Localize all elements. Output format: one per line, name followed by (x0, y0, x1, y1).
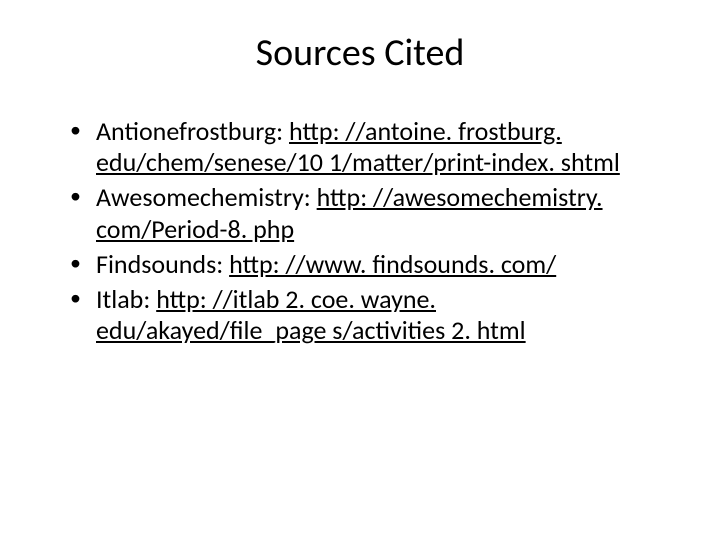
slide: Sources Cited Antionefrostburg: http: //… (0, 0, 720, 540)
source-link[interactable]: http: //www. findsounds. com/ (229, 248, 556, 280)
slide-title: Sources Cited (50, 30, 670, 76)
list-item: Itlab: http: //itlab 2. coe. wayne. edu/… (70, 284, 670, 346)
source-link[interactable]: http: //itlab 2. coe. wayne. edu/akayed/… (96, 283, 526, 346)
source-label: Awesomechemistry: (96, 181, 317, 213)
list-item: Awesomechemistry: http: //awesomechemist… (70, 182, 670, 244)
source-label: Antionefrostburg: (96, 115, 289, 147)
source-label: Findsounds: (96, 248, 229, 280)
source-label: Itlab: (96, 283, 156, 315)
list-item: Antionefrostburg: http: //antoine. frost… (70, 116, 670, 178)
sources-list: Antionefrostburg: http: //antoine. frost… (70, 116, 670, 346)
list-item: Findsounds: http: //www. findsounds. com… (70, 249, 670, 280)
